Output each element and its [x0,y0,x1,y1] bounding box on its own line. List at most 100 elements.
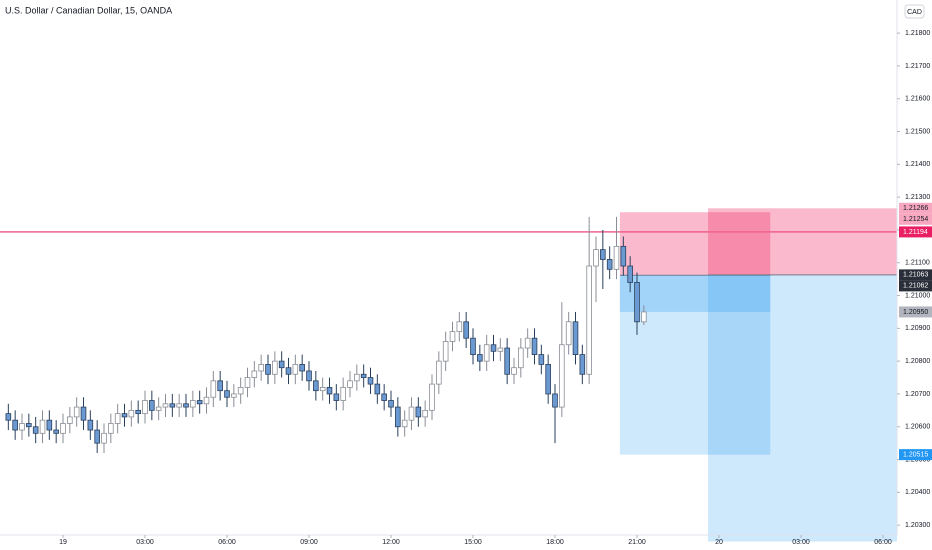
candle-body [60,423,66,434]
candle-body [518,347,524,369]
candle-body [374,383,381,395]
y-tick-label: 1.21800 [905,30,930,37]
candle-body [32,426,39,434]
candle-body [53,429,59,434]
candle-body [46,419,53,431]
y-tick-label: 1.21400 [905,161,930,168]
candle-body [12,419,18,431]
candle-body [135,409,141,415]
y-tick-label: 1.20800 [905,358,930,365]
candle-body [449,331,456,342]
x-tick-label: 19 [59,539,67,546]
candle-body [422,409,428,418]
candle-body [538,354,545,365]
candle-body [401,419,408,428]
candle-body [285,367,292,375]
candle-body [559,344,565,408]
candle-body [162,403,169,408]
candle-body [552,393,558,408]
target-zone [619,275,771,455]
y-tick-label: 1.21100 [905,260,930,267]
candle-body [142,400,148,415]
candle-body [408,406,415,421]
x-tick-label: 06:00 [874,539,892,546]
y-tick-label: 1.21300 [905,194,930,201]
candle-body [524,337,531,349]
candle-body [169,403,176,408]
candle-body [231,393,237,398]
candle-body [347,380,353,388]
candle-body [196,400,203,405]
x-tick-label: 09:00 [300,539,318,546]
x-tick-label: 15:00 [464,539,482,546]
candle-body [80,406,87,421]
stop-zone [708,208,897,275]
candle-body [456,321,463,333]
currency-label[interactable]: CAD [907,9,922,16]
x-tick-label: 20 [715,539,723,546]
price-label-box [899,269,932,281]
chart-title: U.S. Dollar / Canadian Dollar, 15, OANDA [5,5,172,15]
candle-body [278,360,285,369]
price-label: 1.21266 [903,205,928,212]
candle-body [265,364,271,375]
candle-body [634,282,640,323]
candle-body [155,406,162,411]
candle-body [360,373,367,378]
candle-body [244,377,251,388]
y-tick-label: 1.20700 [905,391,930,398]
candle-body [586,265,592,375]
x-tick-label: 18:00 [546,539,564,546]
candle-body [340,386,346,401]
price-label-box [899,280,932,292]
y-tick-label: 1.21700 [905,63,930,70]
y-tick-label: 1.21500 [905,128,930,135]
price-label-box [899,449,932,461]
candle-body [606,259,613,270]
candle-body [497,347,504,352]
price-label: 1.21062 [903,283,928,290]
x-tick-label: 06:00 [218,539,236,546]
candle-body [217,380,223,392]
candle-body [19,423,25,431]
candle-body [627,265,633,283]
candle-body [210,380,217,398]
y-tick-label: 1.21000 [905,292,930,299]
x-tick-label: 21:00 [628,539,646,546]
candle-body [114,413,121,424]
candle-body [333,393,340,401]
currency-button[interactable] [904,4,925,19]
y-tick-label: 1.21600 [905,96,930,103]
candle-body [477,354,483,362]
candle-body [108,423,114,434]
candle-body [128,409,135,418]
candle-body [67,416,73,424]
candle-body [101,432,107,444]
candle-body [203,396,210,405]
candle-body [39,419,46,434]
candle-body [26,423,32,428]
price-label-box [899,306,932,318]
candle-body [367,377,374,385]
x-tick-label: 03:00 [136,539,154,546]
y-tick-label: 1.20300 [905,522,930,529]
candle-body [600,249,606,260]
plot-area [0,208,897,542]
candle-body [149,400,155,411]
stop-zone [619,212,771,276]
candle-body [94,429,100,444]
candle-body [306,370,312,382]
candle-body [579,354,586,375]
candle-body [237,386,244,395]
candle-body [565,321,572,346]
candle-body [354,373,360,382]
candle-body [251,370,258,378]
y-tick-label: 1.20400 [905,489,930,496]
candle-body [326,386,333,395]
price-label: 1.21254 [903,216,928,223]
candle-body [121,413,128,418]
candle-body [313,380,319,392]
candle-body [87,419,94,431]
candle-body [388,400,394,408]
candle-body [545,364,551,395]
